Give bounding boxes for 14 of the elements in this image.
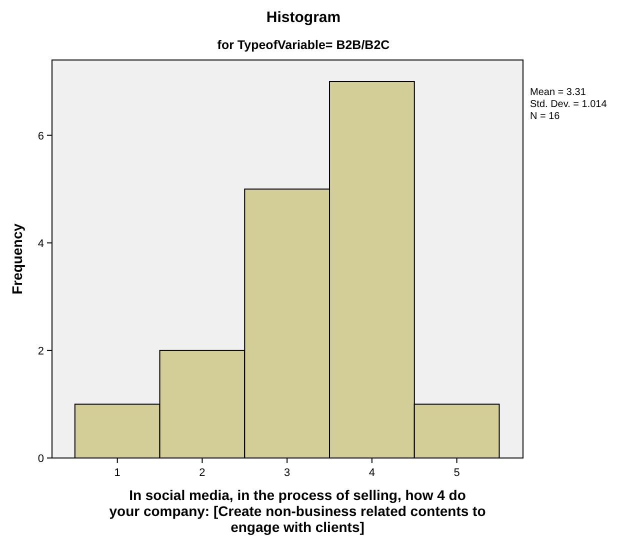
y-tick-label: 0 (38, 453, 44, 465)
y-tick-label: 4 (38, 238, 44, 250)
text: Mean = 3.31 Std. Dev. = 1.014 N = 16 (530, 87, 608, 122)
x-tick-label: 5 (454, 467, 460, 479)
y-axis-title: Frequency (9, 223, 25, 294)
x-tick-label: 4 (368, 467, 376, 479)
x-axis-title: In social media, in the process of selling, how 4 do your company: [Create non-business related contents to engage with clients] (109, 487, 486, 535)
x-tick-label: 2 (199, 467, 206, 479)
chart-subtitle: for TypeofVariable= B2B/B2C (217, 38, 390, 52)
chart-title: Histogram (266, 9, 341, 26)
x-tick-label: 3 (284, 467, 290, 479)
y-tick-label: 6 (38, 130, 44, 142)
y-tick-label: 2 (38, 345, 44, 358)
x-tick-label: 1 (114, 467, 120, 479)
